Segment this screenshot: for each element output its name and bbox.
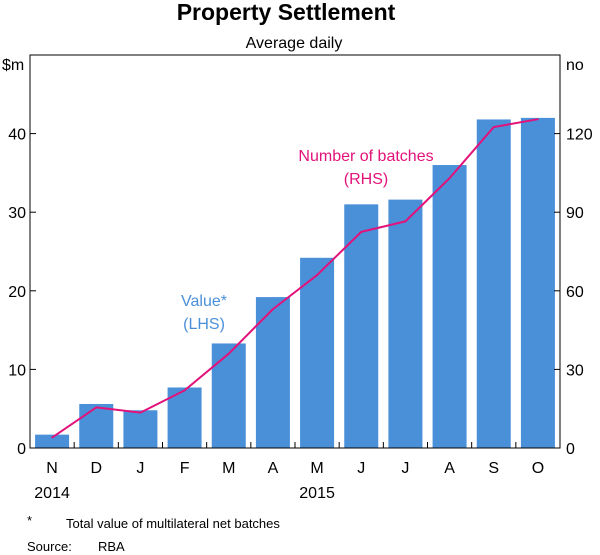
right-axis-unit: no: [566, 57, 584, 74]
x-tick-label: O: [532, 460, 544, 477]
value-bar-9: [432, 165, 467, 449]
batches-point-4: [227, 352, 230, 355]
left-tick-label: 20: [8, 284, 26, 301]
value-bar-7: [344, 204, 379, 448]
value-series-axis-note: (LHS): [183, 316, 225, 333]
left-tick-label: 10: [8, 362, 26, 379]
left-tick-label: 30: [8, 205, 26, 222]
value-series-label: Value*: [181, 293, 227, 310]
x-tick-label: A: [268, 460, 279, 477]
batches-series-label: Number of batches: [298, 148, 433, 165]
right-tick-label: 30: [566, 362, 584, 379]
year-label: 2015: [299, 485, 335, 502]
left-tick-label: 0: [17, 441, 26, 458]
source-label: Source:: [27, 539, 72, 554]
x-tick-label: A: [444, 460, 455, 477]
x-tick-label: J: [401, 460, 409, 477]
value-bar-1: [79, 403, 114, 448]
right-tick-label: 60: [566, 284, 584, 301]
left-axis-unit: $m: [2, 57, 24, 74]
batches-point-7: [360, 231, 363, 233]
x-tick-label: J: [136, 460, 144, 477]
right-tick-label: 120: [566, 127, 593, 144]
batches-point-11: [537, 118, 539, 120]
value-bars: [35, 117, 555, 449]
batches-line: [51, 118, 539, 439]
x-tick-label: M: [222, 460, 235, 477]
value-bar-3: [167, 387, 202, 448]
chart-subtitle: Average daily: [246, 35, 343, 52]
right-tick-label: 90: [566, 205, 584, 222]
x-tick-label: D: [90, 460, 102, 477]
batches-point-1: [95, 406, 98, 409]
x-tick-label: F: [180, 460, 190, 477]
batches-point-8: [404, 220, 407, 223]
batches-point-3: [183, 389, 186, 392]
value-bar-10: [476, 119, 511, 448]
x-tick-label: N: [46, 460, 58, 477]
batches-line-path: [51, 118, 539, 439]
value-bar-11: [520, 117, 555, 448]
batches-point-9: [448, 177, 451, 179]
footnote-marker: *: [27, 513, 32, 528]
value-bar-5: [255, 297, 290, 448]
chart-title: Property Settlement: [177, 0, 396, 25]
value-bar-6: [300, 257, 335, 448]
value-bar-2: [123, 410, 158, 448]
batches-point-6: [316, 274, 318, 276]
year-label: 2014: [34, 485, 70, 502]
left-tick-label: 40: [8, 127, 26, 144]
axes: 0 10 20 30 40 0 30 60 90 120 N D J F M A M J J A S O 2014 2015: [8, 127, 593, 502]
footnote: Total value of multilateral net batches: [66, 516, 280, 531]
x-tick-label: M: [310, 460, 323, 477]
batches-series-axis-note: (RHS): [344, 171, 388, 188]
batches-point-5: [272, 308, 274, 310]
batches-point-0: [51, 436, 53, 439]
value-bar-8: [388, 199, 423, 448]
value-bar-4: [211, 343, 246, 448]
value-bar-0: [35, 434, 70, 448]
x-tick-label: J: [357, 460, 365, 477]
source: RBA: [98, 539, 125, 554]
batches-point-10: [492, 126, 495, 128]
right-tick-label: 0: [566, 441, 575, 458]
x-tick-label: S: [488, 460, 499, 477]
batches-point-2: [139, 411, 142, 414]
